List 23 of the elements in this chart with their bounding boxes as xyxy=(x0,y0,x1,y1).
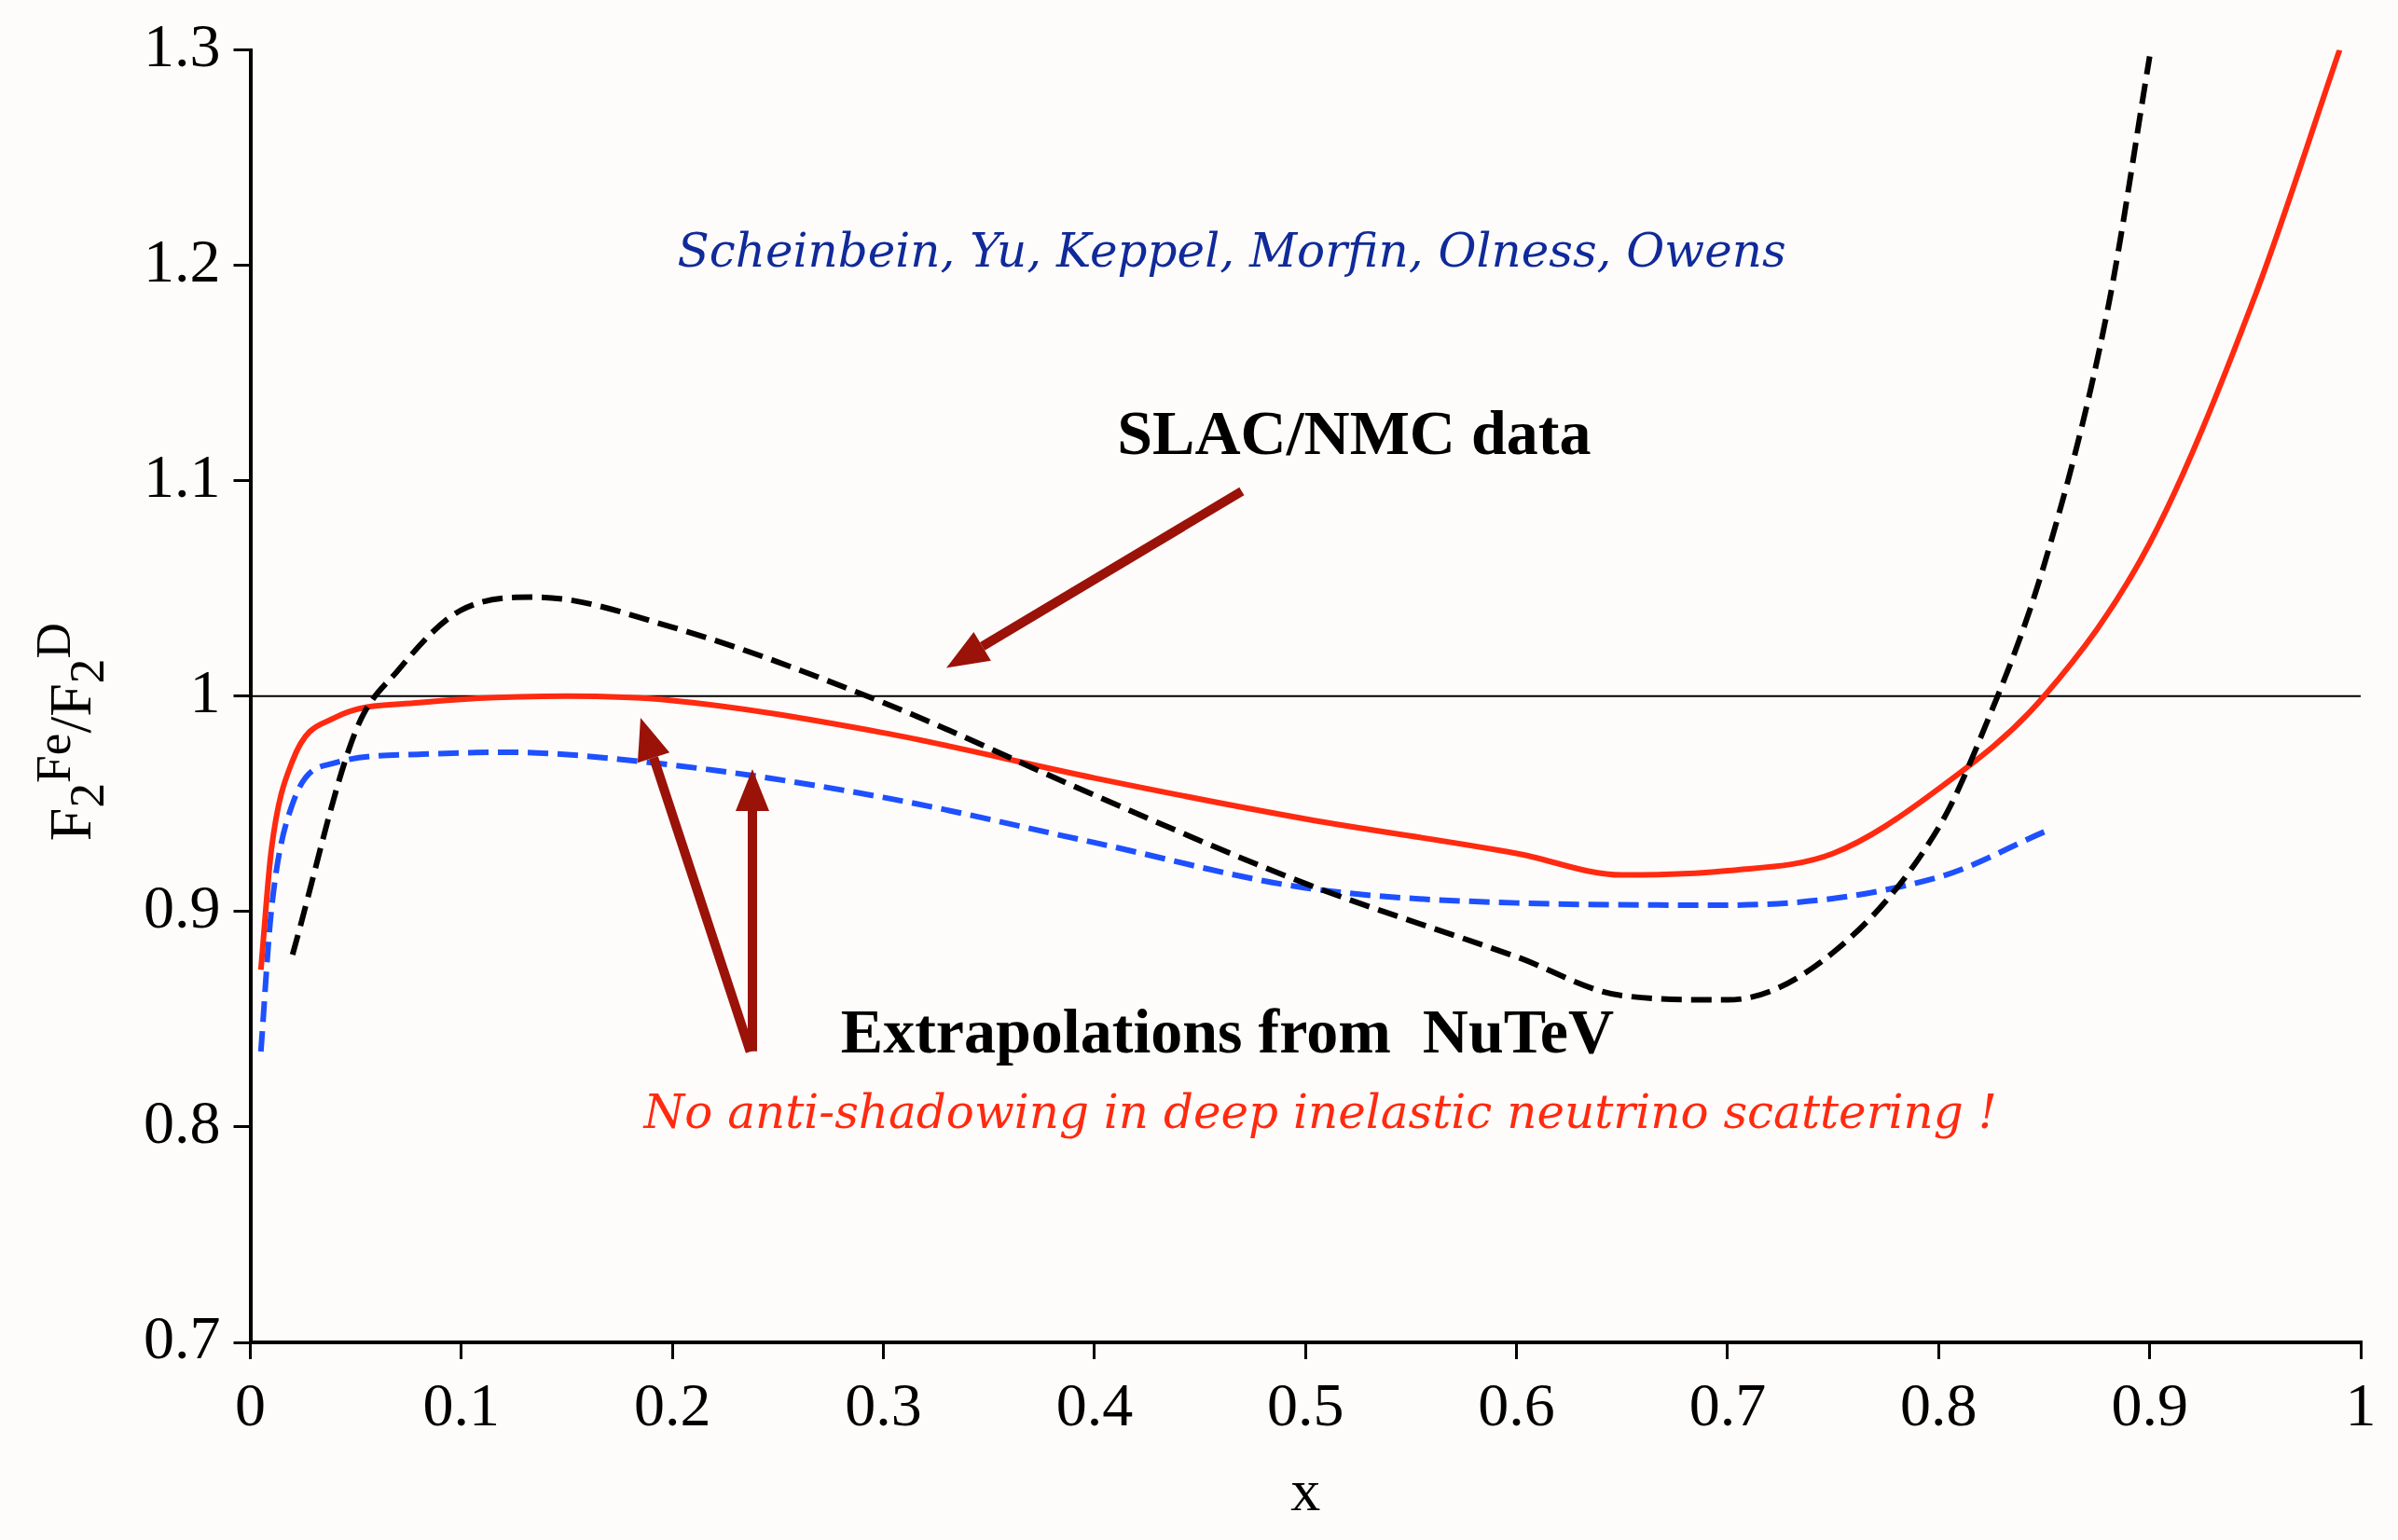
y-tick-label: 0.7 xyxy=(144,1303,221,1372)
x-tick-label: 0.5 xyxy=(1267,1369,1344,1438)
annotation: SLAC/NMC data xyxy=(1117,397,1592,469)
y-tick-label: 0.8 xyxy=(144,1088,221,1157)
x-tick-label: 0.6 xyxy=(1478,1369,1555,1438)
annotation: Extrapolations from NuTeV xyxy=(840,996,1615,1067)
x-tick-label: 0.3 xyxy=(845,1369,922,1438)
y-tick-label: 1.2 xyxy=(144,226,221,295)
x-tick-label: 0.8 xyxy=(1900,1369,1978,1438)
annotation: No anti-shadowing in deep inelastic neutrino scattering ! xyxy=(642,1085,1997,1140)
x-axis-title: x xyxy=(1290,1457,1321,1524)
x-tick-label: 0.1 xyxy=(422,1369,501,1438)
x-tick-label: 1 xyxy=(2345,1369,2377,1438)
y-tick-label: 0.9 xyxy=(144,873,221,942)
y-tick-label: 1.1 xyxy=(144,442,221,511)
annotation: Scheinbein, Yu, Keppel, Morfin, Olness, Owens xyxy=(677,224,1786,279)
x-tick-label: 0.2 xyxy=(633,1369,711,1438)
x-tick-label: 0.7 xyxy=(1688,1369,1767,1438)
y-tick-label: 1.3 xyxy=(144,10,221,79)
x-tick-label: 0 xyxy=(235,1369,266,1438)
x-tick-label: 0.9 xyxy=(2111,1369,2188,1438)
x-tick-label: 0.4 xyxy=(1055,1369,1134,1438)
y-tick-label: 1 xyxy=(189,657,221,726)
